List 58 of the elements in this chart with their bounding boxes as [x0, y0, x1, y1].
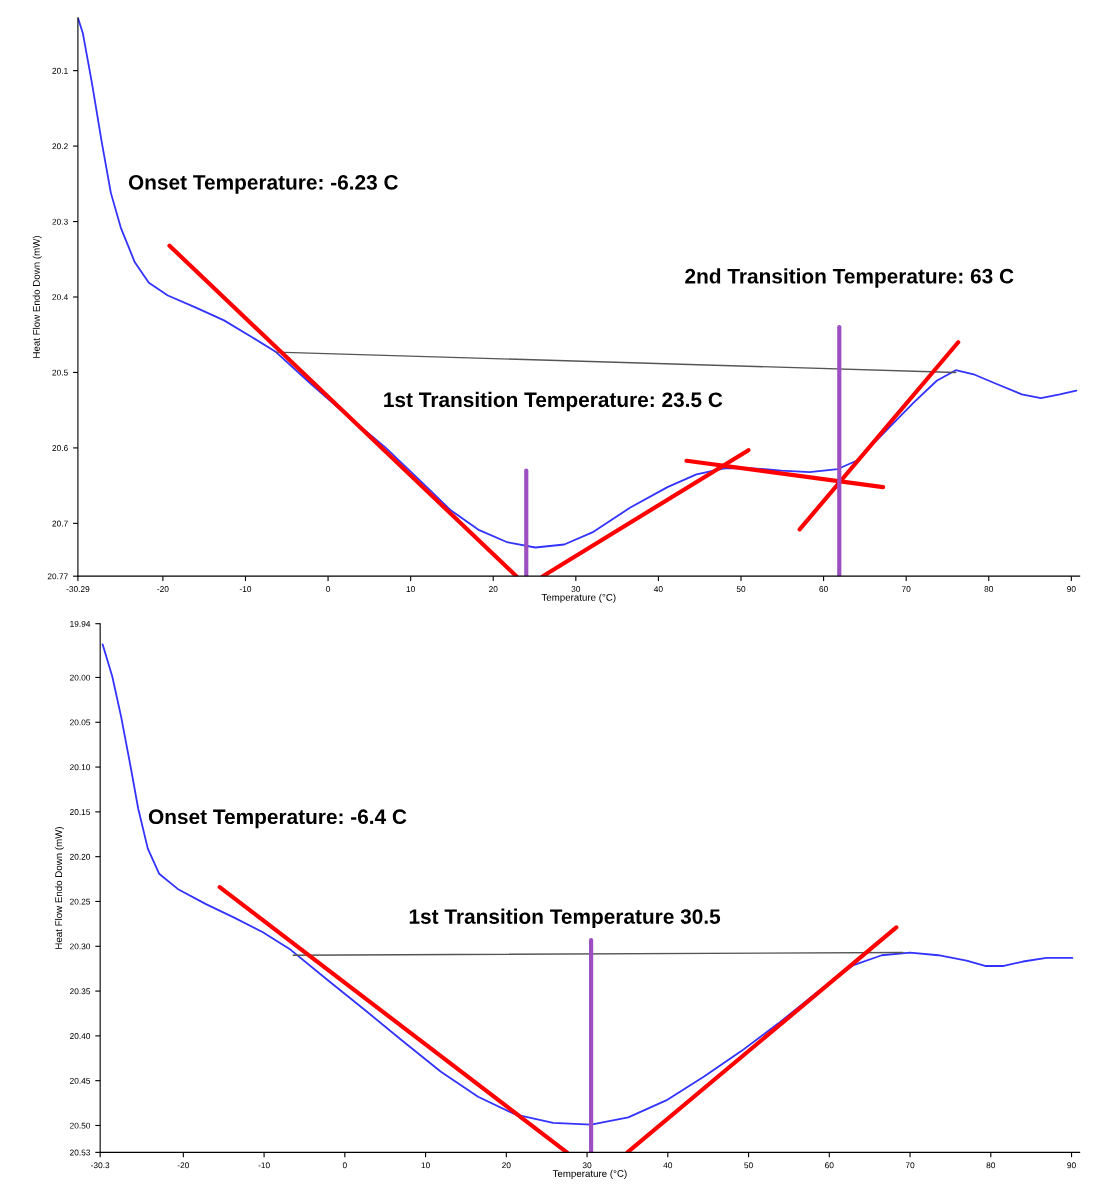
y-axis-title: Heat Flow Endo Down (mW): [32, 236, 42, 358]
x-tick-label: 20: [489, 586, 498, 593]
x-tick-label: 10: [421, 1162, 430, 1169]
annotation: 1st Transition Temperature 30.5: [409, 908, 721, 929]
x-tick-label: 70: [905, 1162, 915, 1169]
x-tick-label: 40: [663, 1162, 673, 1169]
y-tick-label: 20.4: [52, 294, 68, 301]
x-tick-label: -30.3: [91, 1162, 110, 1169]
x-tick-label: -20: [177, 1162, 190, 1169]
annotation: 1st Transition Temperature: 23.5 C: [384, 391, 723, 412]
x-tick-label: -30.29: [66, 586, 90, 593]
y-tick-label: 20.10: [70, 764, 91, 771]
y-tick-label: 20.53: [70, 1149, 91, 1156]
x-tick-label: 50: [744, 1162, 753, 1169]
x-tick-label: 60: [825, 1162, 834, 1169]
x-tick-label: 0: [342, 1162, 347, 1169]
line-series: [77, 17, 1078, 549]
y-tick-label: 20.3: [52, 218, 68, 225]
x-tick-label: 80: [986, 1162, 996, 1169]
x-axis-title: Temperature (°C): [541, 593, 616, 603]
x-tick-label: 50: [736, 586, 746, 593]
x-tick-label: 30: [582, 1162, 592, 1169]
x-tick-label: -10: [258, 1162, 270, 1169]
x-tick-label: 70: [901, 586, 911, 593]
y-tick-label: 20.40: [70, 1033, 91, 1039]
x-tick-label: 80: [984, 586, 994, 593]
x-tick-label: 60: [819, 586, 828, 593]
x-tick-label: -20: [157, 586, 169, 593]
x-axis-title: Temperature (°C): [552, 1169, 627, 1179]
x-tick-label: 0: [326, 586, 331, 593]
y-tick-label: 20.5: [52, 369, 68, 376]
y-axis-title: Heat Flow Endo Down (mW): [54, 827, 65, 949]
y-tick-label: 20.15: [70, 809, 91, 815]
y-tick-label: 20.00: [70, 674, 91, 681]
y-tick-label: 20.05: [70, 719, 91, 726]
x-tick-label: 90: [1067, 1162, 1076, 1169]
annotation: Onset Temperature: -6.4 C: [148, 809, 407, 829]
y-tick-label: 20.20: [70, 853, 91, 860]
y-tick-label: 20.30: [70, 943, 91, 950]
x-tick-label: -10: [239, 586, 252, 593]
x-tick-label: 30: [571, 586, 581, 593]
x-tick-label: 20: [502, 1162, 511, 1169]
y-tick-label: 19.94: [70, 620, 91, 627]
y-tick-label: 20.7: [52, 520, 68, 527]
x-tick-label: 40: [653, 586, 663, 593]
y-tick-label: 20.1: [52, 67, 68, 74]
y-tick-label: 20.35: [70, 988, 91, 995]
y-tick-label: 20.77: [47, 573, 68, 580]
y-tick-label: 20.50: [70, 1122, 91, 1129]
y-tick-label: 20.2: [52, 143, 68, 150]
x-tick-label: 10: [406, 586, 415, 593]
x-tick-label: 90: [1067, 586, 1076, 593]
y-tick-label: 20.6: [52, 445, 68, 452]
y-tick-label: 20.45: [70, 1077, 91, 1084]
annotation: Onset Temperature: -6.23 C: [128, 174, 398, 194]
y-tick-label: 20.25: [70, 898, 91, 905]
annotation: 2nd Transition Temperature: 63 C: [685, 268, 1014, 288]
line-series: [101, 643, 1074, 1126]
